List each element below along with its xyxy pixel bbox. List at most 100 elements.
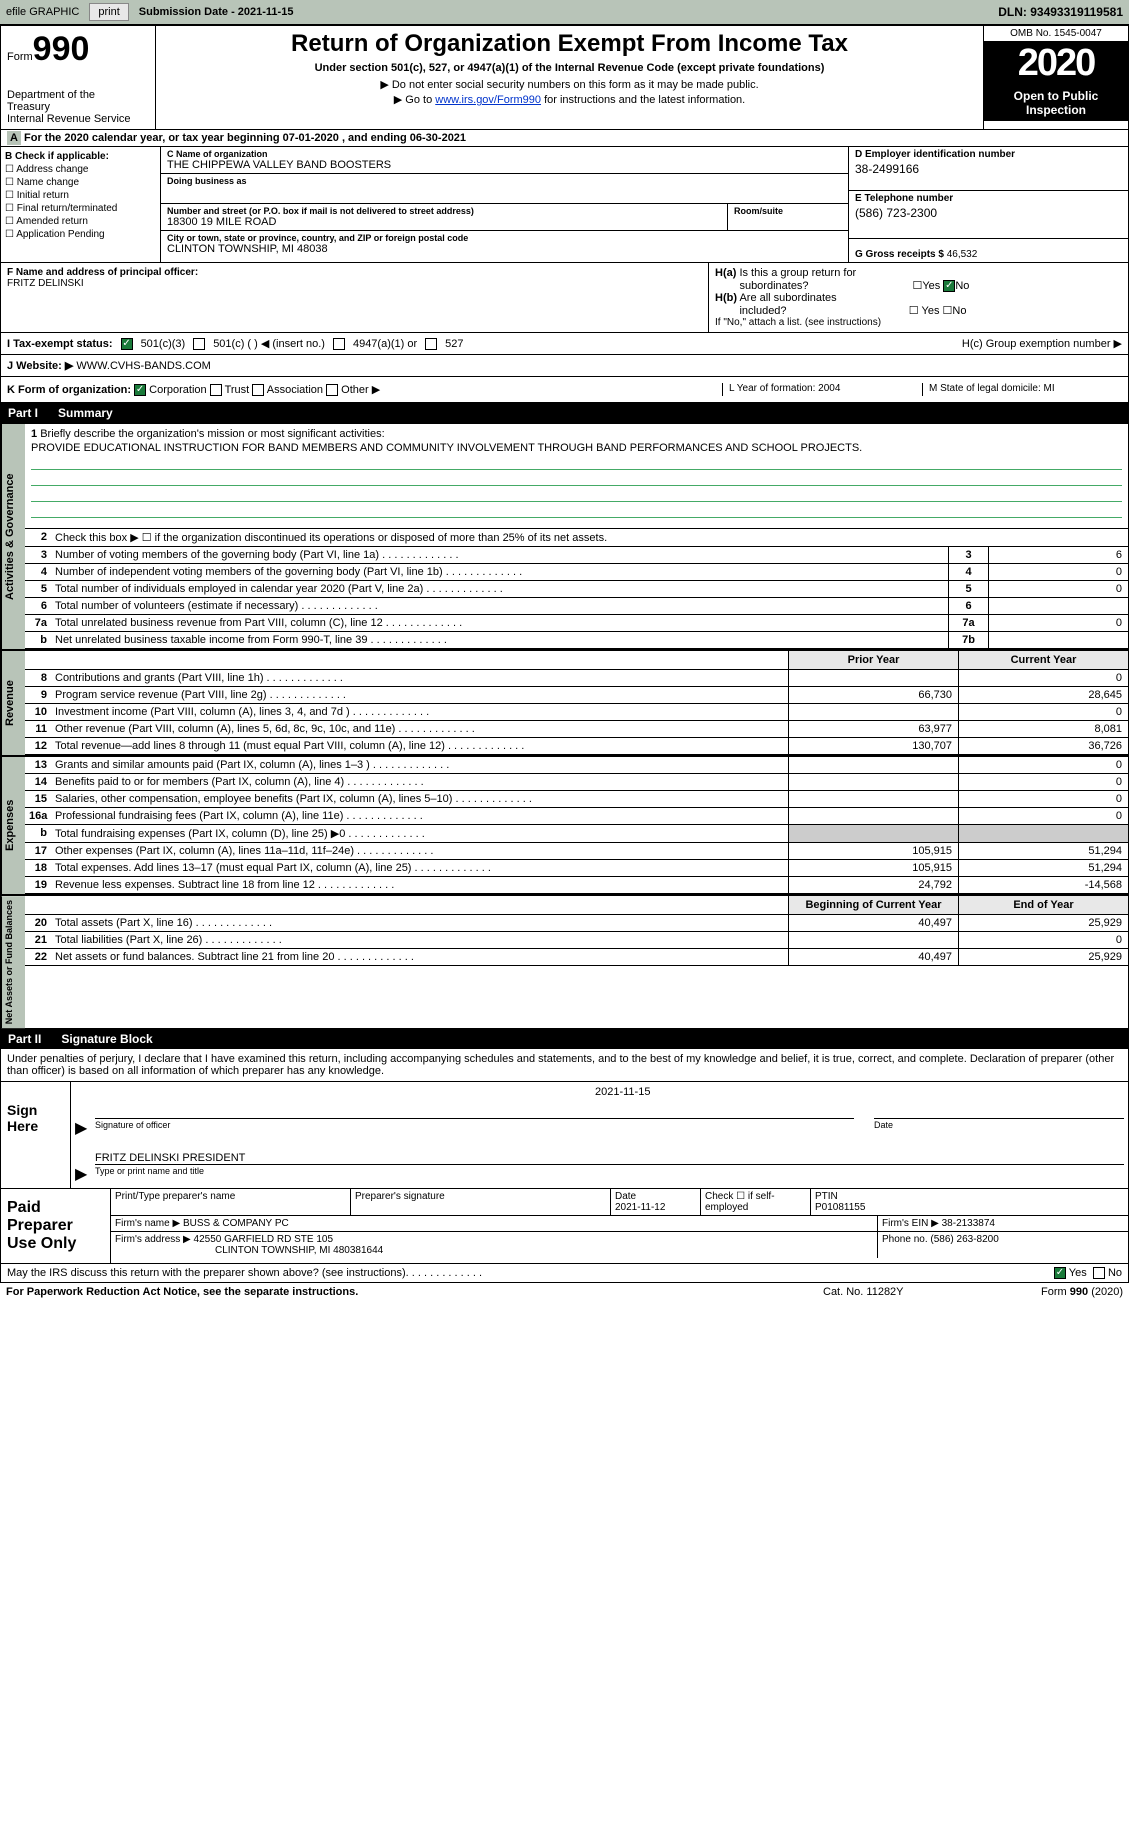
officer-name: FRITZ DELINSKI — [7, 278, 702, 289]
prior-val — [788, 932, 958, 948]
chk-501c[interactable] — [193, 338, 205, 350]
data-row: 18 Total expenses. Add lines 13–17 (must… — [25, 860, 1128, 877]
sig-date-label: Date — [874, 1118, 1124, 1138]
prior-val: 66,730 — [788, 687, 958, 703]
row-val: 0 — [988, 564, 1128, 580]
firm-ein: Firm's EIN ▶ 38-2133874 — [878, 1216, 1128, 1231]
row-num: 15 — [25, 791, 51, 807]
chk-501c3[interactable] — [121, 338, 133, 350]
chk-trust[interactable] — [210, 384, 222, 396]
row-desc: Total expenses. Add lines 13–17 (must eq… — [51, 860, 788, 876]
data-row: 13 Grants and similar amounts paid (Part… — [25, 757, 1128, 774]
row-num: 9 — [25, 687, 51, 703]
chk-name-change[interactable]: ☐ Name change — [5, 177, 156, 188]
row-num: 10 — [25, 704, 51, 720]
chk-addr-change[interactable]: ☐ Address change — [5, 164, 156, 175]
row-num: 4 — [25, 564, 51, 580]
hb-row: H(b) Are all subordinates included? ☐ Ye… — [715, 292, 1122, 317]
row-num: 19 — [25, 877, 51, 893]
row-num: 18 — [25, 860, 51, 876]
discuss-no-chk[interactable] — [1093, 1267, 1105, 1279]
data-row: 5 Total number of individuals employed i… — [25, 581, 1128, 598]
row-num: 20 — [25, 915, 51, 931]
org-form-label: K Form of organization: — [7, 384, 131, 396]
chk-527[interactable] — [425, 338, 437, 350]
prior-val — [788, 774, 958, 790]
street-cell: Number and street (or P.O. box if mail i… — [161, 204, 728, 231]
rev-block: Revenue Prior Year Current Year 8 Contri… — [0, 650, 1129, 756]
row-desc: Grants and similar amounts paid (Part IX… — [51, 757, 788, 773]
prep-row-1: Print/Type preparer's name Preparer's si… — [111, 1189, 1128, 1216]
officer-block: F Name and address of principal officer:… — [1, 263, 708, 332]
discuss-yes-chk[interactable] — [1054, 1267, 1066, 1279]
chk-4947[interactable] — [333, 338, 345, 350]
curr-val: 0 — [958, 808, 1128, 824]
prior-val: 40,497 — [788, 915, 958, 931]
org-name-label: C Name of organization — [167, 149, 842, 159]
row-box: 4 — [948, 564, 988, 580]
curr-val: 0 — [958, 670, 1128, 686]
row-val: 6 — [988, 547, 1128, 563]
phone-row: E Telephone number (586) 723-2300 — [849, 191, 1128, 239]
year-header-2: Beginning of Current Year End of Year — [25, 896, 1128, 915]
row-num: b — [25, 632, 51, 648]
chk-assoc[interactable] — [252, 384, 264, 396]
inspection-label: Open to Public Inspection — [984, 85, 1128, 121]
sign-here-content: 2021-11-15 ▶ Signature of officer Date F… — [71, 1082, 1128, 1188]
prep-name-hdr: Print/Type preparer's name — [111, 1189, 351, 1215]
hb-note: If "No," attach a list. (see instruction… — [715, 317, 1122, 328]
opt-501c: 501(c) ( ) ◀ (insert no.) — [213, 337, 325, 350]
prep-sig-hdr: Preparer's signature — [351, 1189, 611, 1215]
form-header-center: Return of Organization Exempt From Incom… — [156, 26, 983, 129]
prior-val: 40,497 — [788, 949, 958, 965]
curr-val: -14,568 — [958, 877, 1128, 893]
data-row: 7a Total unrelated business revenue from… — [25, 615, 1128, 632]
row-desc: Total assets (Part X, line 16) — [51, 915, 788, 931]
org-name: THE CHIPPEWA VALLEY BAND BOOSTERS — [167, 159, 842, 171]
curr-val: 36,726 — [958, 738, 1128, 754]
data-row: 20 Total assets (Part X, line 16) 40,497… — [25, 915, 1128, 932]
curr-val: 25,929 — [958, 915, 1128, 931]
gross-value: 46,532 — [947, 249, 978, 260]
spacer — [25, 896, 788, 914]
q2-num: 2 — [25, 529, 51, 546]
prior-val — [788, 825, 958, 842]
print-button[interactable]: print — [89, 3, 128, 21]
data-row: b Total fundraising expenses (Part IX, c… — [25, 825, 1128, 843]
row-desc: Net assets or fund balances. Subtract li… — [51, 949, 788, 965]
row-val — [988, 598, 1128, 614]
ha-no-check[interactable] — [943, 280, 955, 292]
form-subtitle: Under section 501(c), 527, or 4947(a)(1)… — [166, 62, 973, 74]
exp-content: 13 Grants and similar amounts paid (Part… — [25, 757, 1128, 894]
row-num: 11 — [25, 721, 51, 737]
chk-initial[interactable]: ☐ Initial return — [5, 190, 156, 201]
chk-other[interactable] — [326, 384, 338, 396]
room-label: Room/suite — [734, 206, 842, 216]
side-net: Net Assets or Fund Balances — [1, 896, 25, 1028]
street-value: 18300 19 MILE ROAD — [167, 216, 721, 228]
part1-title: Summary — [58, 406, 113, 420]
box-h: H(a) Is this a group return for subordin… — [708, 263, 1128, 332]
gov-block: Activities & Governance 1 Briefly descri… — [0, 423, 1129, 650]
phone-value: (586) 723-2300 — [855, 206, 1122, 220]
part1-header: Part I Summary — [0, 403, 1129, 423]
side-rev: Revenue — [1, 651, 25, 755]
curr-val: 0 — [958, 757, 1128, 773]
part2-title: Signature Block — [61, 1032, 152, 1046]
q1-answer: PROVIDE EDUCATIONAL INSTRUCTION FOR BAND… — [31, 442, 1122, 454]
chk-final[interactable]: ☐ Final return/terminated — [5, 203, 156, 214]
chk-corp[interactable] — [134, 384, 146, 396]
data-row: 6 Total number of volunteers (estimate i… — [25, 598, 1128, 615]
row-desc: Total fundraising expenses (Part IX, col… — [51, 825, 788, 842]
row-num: 21 — [25, 932, 51, 948]
irs-link[interactable]: www.irs.gov/Form990 — [435, 94, 541, 106]
chk-pending[interactable]: ☐ Application Pending — [5, 229, 156, 240]
data-row: 17 Other expenses (Part IX, column (A), … — [25, 843, 1128, 860]
row-num: b — [25, 825, 51, 842]
row-num: 5 — [25, 581, 51, 597]
footer-left: For Paperwork Reduction Act Notice, see … — [6, 1286, 823, 1298]
prep-row-3: Firm's address ▶ 42550 GARFIELD RD STE 1… — [111, 1232, 1128, 1258]
prior-val: 63,977 — [788, 721, 958, 737]
chk-amended[interactable]: ☐ Amended return — [5, 216, 156, 227]
hc-label: H(c) Group exemption number ▶ — [962, 337, 1122, 350]
